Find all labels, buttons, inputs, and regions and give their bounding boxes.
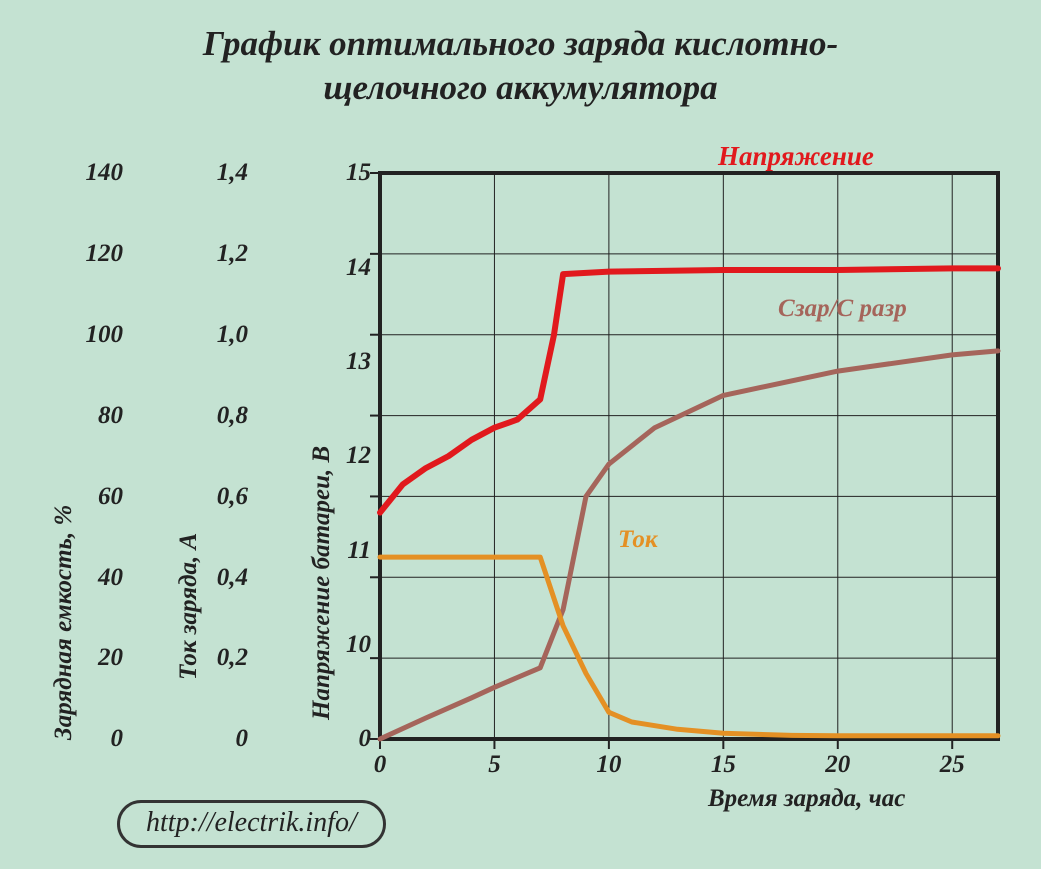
series-label-current: Ток — [618, 526, 658, 554]
series-label-cap: Сзар/С разр — [778, 295, 907, 323]
ytick-voltage-0: 0 — [301, 725, 371, 753]
ytick-capacity-5: 100 — [53, 321, 123, 349]
ytick-voltage-4: 13 — [301, 348, 371, 376]
yaxis-label-voltage: Напряжение батареи, В — [308, 446, 336, 720]
ytick-current-7: 1,4 — [178, 159, 248, 187]
xtick-5: 25 — [932, 751, 972, 779]
ytick-current-5: 1,0 — [178, 321, 248, 349]
ytick-current-6: 1,2 — [178, 240, 248, 268]
xtick-2: 10 — [589, 751, 629, 779]
ytick-current-0: 0 — [178, 725, 248, 753]
xaxis-label: Время заряда, час — [708, 785, 905, 813]
chart-svg — [0, 0, 1041, 869]
ytick-voltage-5: 14 — [301, 254, 371, 282]
yaxis-label-current: Ток заряда, А — [175, 533, 203, 680]
xtick-1: 5 — [474, 751, 514, 779]
yaxis-label-capacity: Зарядная емкость, % — [50, 505, 78, 740]
series-label-voltage: Напряжение — [718, 141, 874, 172]
ytick-current-4: 0,8 — [178, 402, 248, 430]
xtick-4: 20 — [818, 751, 858, 779]
ytick-capacity-6: 120 — [53, 240, 123, 268]
xtick-3: 15 — [703, 751, 743, 779]
source-link[interactable]: http://electrik.info/ — [117, 800, 386, 848]
ytick-voltage-6: 15 — [301, 159, 371, 187]
xtick-0: 0 — [360, 751, 400, 779]
ytick-capacity-7: 140 — [53, 159, 123, 187]
ytick-capacity-4: 80 — [53, 402, 123, 430]
ytick-current-3: 0,6 — [178, 483, 248, 511]
